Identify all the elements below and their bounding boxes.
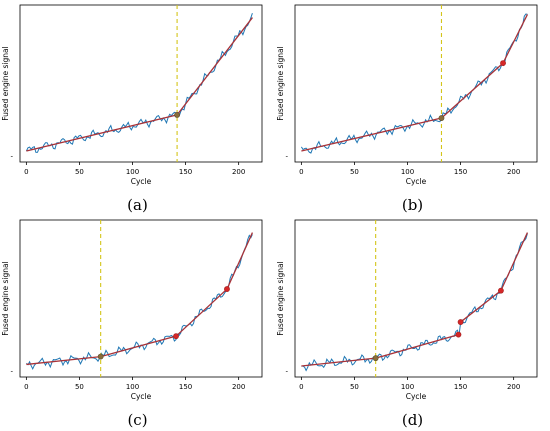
panel-a: 0 50 100 150 200 - Cycle Fused engine signal (a… [0,0,275,215]
y-axis-label: Fused engine signal [276,261,285,335]
breakpoint-marker [372,355,379,362]
plot-frame [294,219,538,378]
x-tick-label: 200 [507,383,520,391]
breakpoint-marker [224,286,230,292]
x-tick-label: 200 [232,168,245,176]
fit-segment [460,290,502,323]
panel-label-c: (c) [127,411,148,429]
breakpoint-marker [173,333,179,340]
x-tick-label: 0 [24,168,28,176]
chart-b: 0 50 100 150 200 - Cycle Fused engine signal [276,4,538,186]
panel-label-d: (d) [401,411,424,429]
x-tick-label: 50 [75,168,84,176]
y-tick-label: - [285,153,288,161]
x-axis-label: Cycle [406,177,427,186]
signal-series [26,234,253,370]
fit-segment [301,357,376,367]
x-tick-label: 100 [126,168,139,176]
y-axis-label: Fused engine signal [1,261,10,335]
x-tick-label: 150 [179,383,192,391]
panel-b: 0 50 100 150 200 - Cycle Fused engine signal (b… [275,0,550,215]
fit-segment [100,335,177,358]
breakpoint-marker [174,112,180,118]
x-tick-label: 150 [454,168,467,176]
x-tick-label: 150 [179,168,192,176]
x-tick-label: 200 [232,383,245,391]
x-tick-label: 200 [507,168,520,176]
fit-segment [26,114,178,152]
fit-segment [500,232,529,291]
x-tick-label: 0 [299,383,303,391]
y-tick-label: - [10,153,13,161]
fit-segment [375,333,459,359]
fit-segment [26,355,101,366]
y-axis-label: Fused engine signal [1,46,10,120]
signal-series [25,13,253,153]
signal-series [301,233,528,372]
x-tick-label: 100 [401,383,414,391]
fit-segment [301,117,442,152]
x-tick-label: 0 [299,168,303,176]
chart-d: 0 50 100 150 200 - Cycle Fused engine signal [276,219,538,401]
plot-frame [19,4,263,163]
breakpoint-marker [498,287,504,294]
x-tick-label: 50 [75,383,84,391]
panel-c: 0 50 100 150 200 - Cycle Fused engine signal (c… [0,215,275,430]
signal-series [300,13,528,154]
fit-segment [441,62,504,119]
y-tick-label: - [285,368,288,376]
panel-d: 0 50 100 150 200 - Cycle Fused engine signal (d… [275,215,550,430]
x-tick-label: 50 [350,383,359,391]
breakpoint-marker [500,60,506,66]
fit-segment [226,232,254,290]
x-axis-label: Cycle [131,177,152,186]
breakpoint-marker [438,115,445,121]
x-tick-label: 0 [24,383,28,391]
y-axis-label: Fused engine signal [276,46,285,120]
x-axis-label: Cycle [406,392,427,401]
breakpoint-marker [457,319,464,325]
chart-c: 0 50 100 150 200 - Cycle Fused engine signal [1,219,263,401]
panel-label-a: (a) [127,196,148,214]
breakpoint-marker [97,353,104,360]
x-tick-label: 50 [350,168,359,176]
x-tick-label: 100 [126,383,139,391]
x-axis-label: Cycle [131,392,152,401]
x-tick-label: 100 [401,168,414,176]
panel-label-b: (b) [401,196,424,214]
breakpoint-marker [455,331,462,338]
chart-a: 0 50 100 150 200 - Cycle Fused engine signal [1,4,263,186]
x-tick-label: 150 [454,383,467,391]
fit-segment [175,288,228,337]
fit-segment [502,14,529,64]
y-tick-label: - [10,368,13,376]
plot-frame [19,219,263,378]
fit-segment [176,17,253,116]
plot-frame [294,4,538,163]
